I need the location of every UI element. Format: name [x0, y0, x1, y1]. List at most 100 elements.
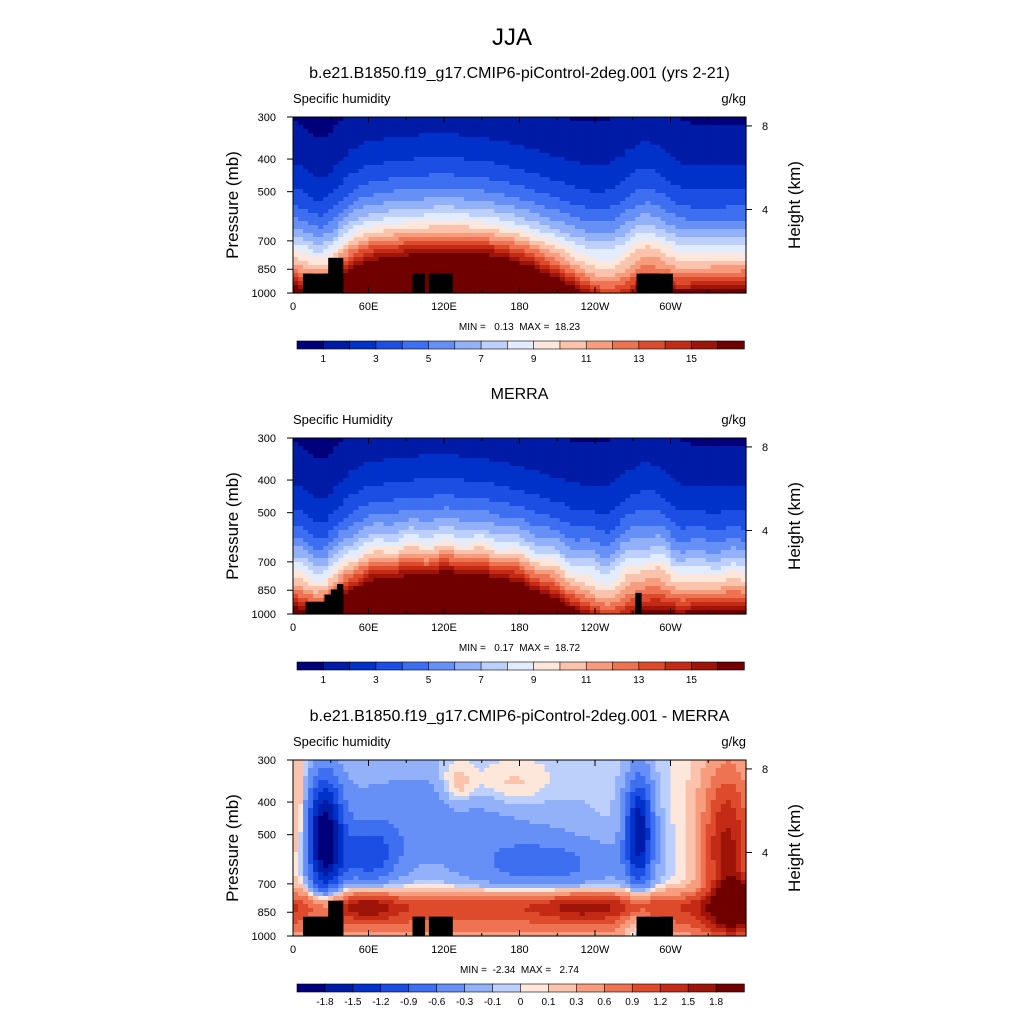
contour-cell [479, 165, 485, 170]
contour-cell [600, 237, 606, 242]
contour-cell [579, 257, 586, 262]
contour-cell [640, 229, 646, 234]
contour-cell [559, 470, 566, 475]
contour-cell [313, 181, 319, 186]
contour-cell [569, 181, 576, 186]
contour-cell [489, 129, 495, 134]
contour-cell [589, 438, 596, 443]
contour-cell [348, 470, 354, 475]
contour-cell [695, 157, 702, 162]
contour-cell [680, 233, 687, 238]
contour-cell [363, 462, 370, 467]
contour-cell [620, 193, 626, 198]
contour-cell [514, 249, 521, 254]
contour-cell [433, 257, 440, 262]
contour-cell [449, 478, 455, 483]
contour-cell [474, 229, 480, 234]
contour-cell [358, 245, 365, 250]
contour-cell [428, 446, 435, 451]
contour-cell [579, 253, 586, 258]
contour-cell [554, 237, 561, 242]
contour-cell [423, 165, 430, 170]
contour-cell [298, 466, 304, 471]
contour-cell [569, 161, 576, 166]
contour-cell [554, 193, 561, 198]
contour-cell [625, 289, 631, 294]
contour-cell [323, 438, 329, 443]
contour-cell [514, 442, 521, 447]
contour-cell [574, 285, 581, 290]
contour-cell [589, 221, 596, 226]
contour-cell [474, 245, 480, 250]
contour-cell [700, 458, 707, 463]
contour-cell [690, 217, 697, 222]
contour-cell [524, 442, 531, 447]
contour-cell [589, 281, 596, 286]
contour-cell [358, 221, 365, 226]
contour-cell [695, 125, 702, 130]
contour-cell [625, 177, 631, 182]
contour-cell [655, 121, 662, 126]
contour-cell [650, 193, 656, 198]
contour-cell [333, 213, 339, 218]
contour-cell [519, 229, 526, 234]
contour-cell [433, 446, 440, 451]
contour-cell [308, 257, 314, 262]
contour-cell [489, 450, 495, 455]
contour-cell [695, 450, 702, 455]
contour-cell [680, 277, 687, 282]
contour-cell [293, 237, 299, 242]
contour-cell [589, 466, 596, 471]
contour-cell [494, 137, 500, 142]
contour-cell [489, 201, 495, 206]
contour-cell [464, 193, 470, 198]
contour-cell [373, 181, 380, 186]
contour-cell [398, 173, 405, 178]
contour-cell [348, 249, 354, 254]
contour-cell [640, 193, 646, 198]
contour-cell [484, 474, 490, 479]
contour-cell [303, 141, 309, 146]
contour-cell [388, 229, 395, 234]
contour-cell [635, 446, 641, 451]
contour-cell [665, 165, 672, 170]
topography-block [636, 273, 673, 293]
contour-cell [479, 185, 485, 190]
contour-cell [318, 169, 324, 174]
contour-cell [368, 237, 375, 242]
contour-cell [328, 217, 334, 222]
contour-cell [544, 129, 551, 134]
contour-cell [640, 201, 646, 206]
contour-cell [574, 177, 581, 182]
contour-cell [544, 438, 551, 443]
contour-cell [670, 446, 677, 451]
contour-cell [418, 173, 425, 178]
contour-cell [413, 149, 420, 154]
contour-cell [388, 177, 395, 182]
contour-cell [438, 145, 445, 150]
contour-cell [655, 133, 662, 138]
contour-cell [308, 225, 314, 230]
contour-cell [313, 117, 319, 122]
contour-cell [564, 173, 571, 178]
contour-cell [469, 478, 475, 483]
contour-cell [313, 145, 319, 150]
contour-cell [484, 129, 490, 134]
contour-cell [469, 233, 475, 238]
contour-cell [735, 245, 742, 250]
contour-cell [589, 285, 596, 290]
contour-cell [670, 289, 677, 294]
contour-cell [343, 145, 349, 150]
contour-cell [383, 185, 390, 190]
contour-cell [564, 185, 571, 190]
contour-cell [423, 458, 430, 463]
contour-cell [293, 149, 299, 154]
contour-cell [625, 442, 631, 447]
contour-cell [625, 221, 631, 226]
contour-cell [605, 205, 611, 210]
contour-cell [454, 450, 460, 455]
contour-cell [675, 173, 682, 178]
contour-cell [464, 161, 470, 166]
contour-cell [519, 141, 526, 146]
contour-cell [665, 450, 672, 455]
